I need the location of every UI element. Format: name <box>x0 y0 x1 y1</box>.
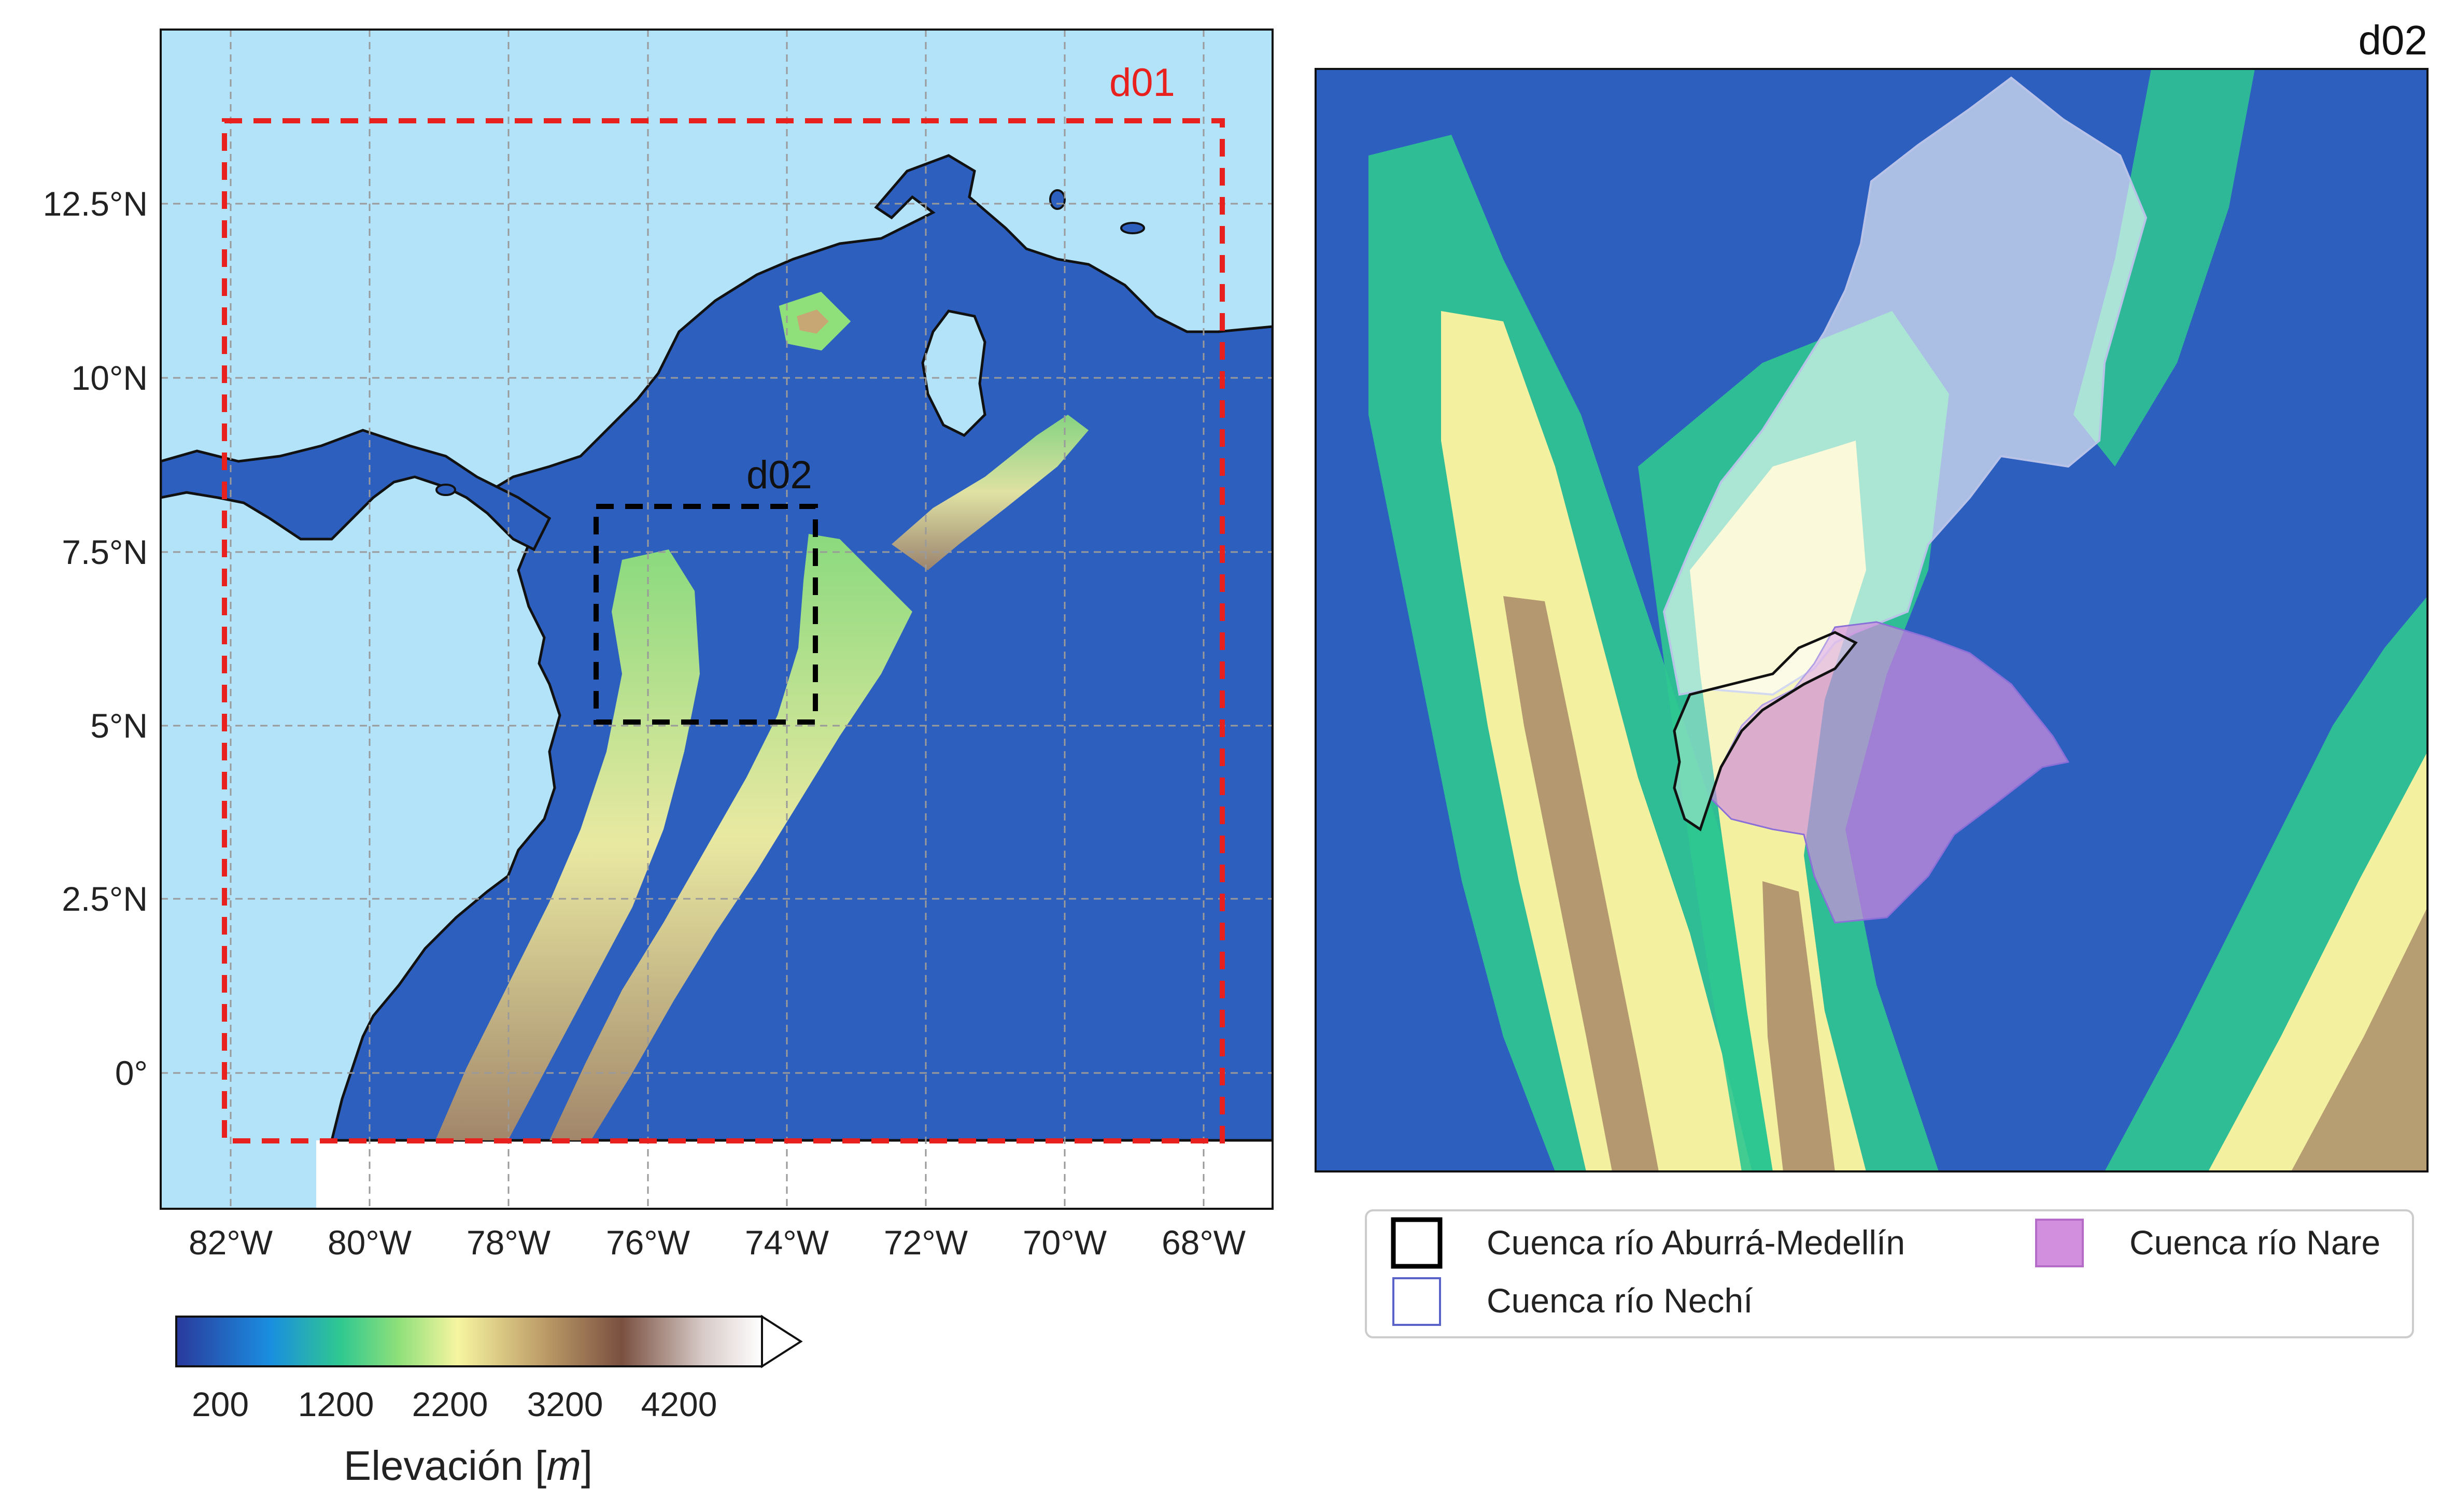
aburra-medellin-basin <box>1673 631 1858 831</box>
longitude-labels: 82°W 80°W 78°W 76°W 74°W 72°W 70°W 68°W <box>189 1223 1246 1262</box>
lon-label: 78°W <box>467 1223 551 1262</box>
right-map <box>1316 69 2427 1171</box>
colorbar-label: Elevación [m] <box>344 1443 592 1489</box>
legend: Cuenca río Aburrá-Medellín Cuenca río Ne… <box>1365 1209 2414 1338</box>
domain-d01-label: d01 <box>1109 61 1175 105</box>
lon-label: 72°W <box>884 1223 968 1262</box>
lon-label: 70°W <box>1023 1223 1107 1262</box>
andes-central-ridge <box>549 534 912 1140</box>
legend-frame <box>1365 1209 2414 1338</box>
western-cordillera-peak <box>1503 596 1659 1171</box>
lat-label: 2.5°N <box>62 880 148 918</box>
lon-label: 76°W <box>606 1223 690 1262</box>
legend-swatch-aburra <box>1391 1217 1443 1269</box>
lon-label: 80°W <box>328 1223 412 1262</box>
lat-label: 0° <box>115 1054 148 1092</box>
legend-label-nechi: Cuenca río Nechí <box>1487 1281 1753 1320</box>
legend-swatch-nechi <box>1392 1277 1441 1326</box>
domain-d01-box <box>222 118 1225 1143</box>
left-map-frame <box>160 29 1274 1210</box>
colorbar: 200 1200 2200 3200 4200 Elevación [m] <box>175 1315 803 1489</box>
island <box>1049 189 1066 210</box>
lon-label: 82°W <box>189 1223 273 1262</box>
colorbar-frame <box>175 1316 763 1367</box>
gridlines <box>161 30 1273 1209</box>
panama-isthmus <box>161 429 552 552</box>
lat-label: 10°N <box>72 359 148 397</box>
lat-label: 5°N <box>90 706 148 745</box>
latitude-labels: 12.5°N 10°N 7.5°N 5°N 2.5°N 0° <box>43 185 148 1092</box>
lat-label: 12.5°N <box>43 185 148 223</box>
legend-label-nare: Cuenca río Nare <box>2129 1223 2380 1262</box>
island <box>435 484 456 496</box>
lon-label: 74°W <box>745 1223 829 1262</box>
lon-label: 68°W <box>1162 1223 1246 1262</box>
colorbar-tick: 2200 <box>412 1385 488 1423</box>
colorbar-tick: 1200 <box>298 1385 374 1423</box>
colorbar-tick: 3200 <box>527 1385 603 1423</box>
left-map <box>161 30 1273 1209</box>
legend-swatch-nare <box>2035 1219 2084 1267</box>
colorbar-tick: 200 <box>192 1385 249 1423</box>
right-map-title: d02 <box>2359 17 2427 63</box>
eastern-cordillera-peak <box>2291 907 2427 1171</box>
western-cordillera-high <box>1441 311 1752 1171</box>
right-map-frame <box>1315 68 2429 1172</box>
lat-label: 7.5°N <box>62 533 148 571</box>
central-cordillera-peak <box>1762 881 1835 1171</box>
colorbar-extend-arrow <box>761 1315 803 1368</box>
nare-basin <box>1710 621 2070 924</box>
colorbar-gradient <box>176 1317 762 1366</box>
colorbar-tick: 4200 <box>641 1385 717 1423</box>
andes-western-ridge <box>435 549 700 1140</box>
domain-d02-label: d02 <box>746 453 812 497</box>
island <box>1120 222 1145 234</box>
no-data-area <box>316 1140 1273 1209</box>
nechi-basin <box>1662 76 2148 696</box>
andes-eastern-ridge <box>892 415 1089 570</box>
legend-label-aburra: Cuenca río Aburrá-Medellín <box>1487 1223 1905 1262</box>
northern-highland <box>2073 69 2255 467</box>
santa-marta-highland <box>779 291 851 351</box>
domain-d02-box <box>594 504 818 725</box>
